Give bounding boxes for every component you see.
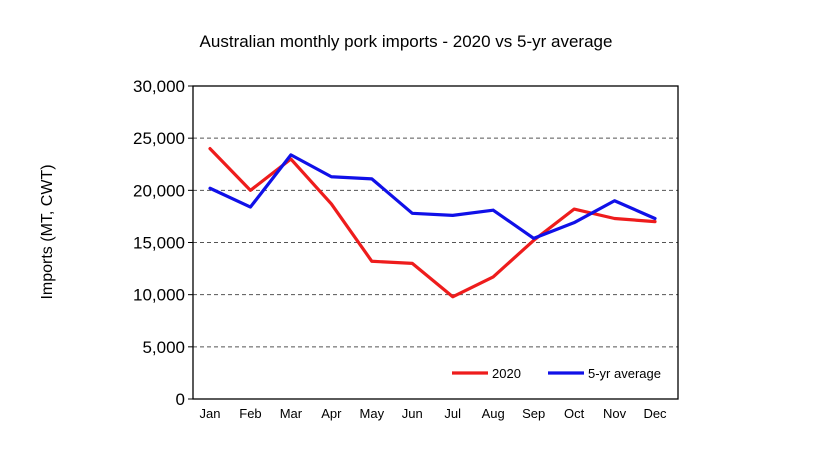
gridlines	[193, 137, 678, 348]
y-tick-label: 0	[176, 390, 185, 409]
x-axis-ticks: Jan Feb Mar Apr May Jun Jul Aug Sep Oct Nov Dec	[200, 406, 668, 421]
y-axis-label: Imports (MT, CWT)	[39, 164, 56, 299]
legend-label: 2020	[492, 366, 521, 381]
y-axis-ticks: 0 5,000 10,000 15,000 20,000 25,000 30,000	[133, 77, 193, 409]
y-tick-label: 10,000	[133, 286, 185, 305]
chart-title: Australian monthly pork imports - 2020 v…	[200, 32, 613, 51]
x-tick-label: May	[360, 406, 385, 421]
y-tick-label: 20,000	[133, 181, 185, 200]
x-tick-label: Jan	[200, 406, 221, 421]
y-tick-label: 25,000	[133, 129, 185, 148]
x-tick-label: Sep	[522, 406, 545, 421]
y-tick-label: 5,000	[142, 338, 185, 357]
x-tick-label: Mar	[280, 406, 303, 421]
x-tick-label: Dec	[643, 406, 667, 421]
x-tick-label: Oct	[564, 406, 585, 421]
x-tick-label: Feb	[239, 406, 261, 421]
legend-label: 5-yr average	[588, 366, 661, 381]
y-tick-label: 15,000	[133, 234, 185, 253]
series-lines	[208, 147, 657, 299]
x-tick-label: Jun	[402, 406, 423, 421]
plot-area-frame	[192, 85, 679, 400]
legend: 2020 5-yr average	[452, 366, 661, 381]
series-line-5-yr-average	[208, 153, 657, 240]
x-tick-label: Aug	[482, 406, 505, 421]
x-tick-label: Nov	[603, 406, 627, 421]
x-tick-label: Apr	[321, 406, 342, 421]
y-tick-label: 30,000	[133, 77, 185, 96]
x-tick-label: Jul	[444, 406, 461, 421]
